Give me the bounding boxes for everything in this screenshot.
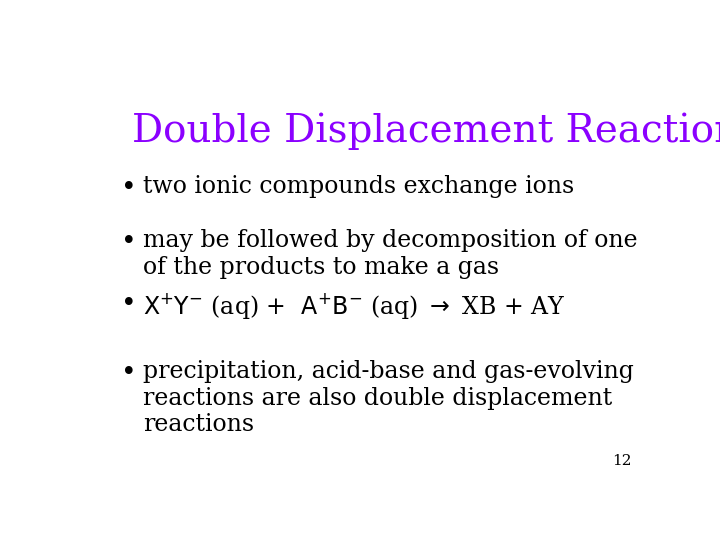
Text: two ionic compounds exchange ions: two ionic compounds exchange ions — [143, 175, 575, 198]
Text: Double Displacement Reactions: Double Displacement Reactions — [132, 113, 720, 150]
Text: $\mathrm{X^{+}Y^{-}}$ (aq) +  $\mathrm{A^{+}B^{-}}$ (aq) $\rightarrow$ XB + AY: $\mathrm{X^{+}Y^{-}}$ (aq) + $\mathrm{A^… — [143, 292, 566, 321]
Text: •: • — [121, 175, 136, 200]
Text: •: • — [121, 360, 136, 385]
Text: •: • — [121, 292, 136, 316]
Text: •: • — [121, 229, 136, 254]
Text: precipitation, acid-base and gas-evolving
reactions are also double displacement: precipitation, acid-base and gas-evolvin… — [143, 360, 634, 436]
Text: may be followed by decomposition of one
of the products to make a gas: may be followed by decomposition of one … — [143, 229, 638, 279]
Text: 12: 12 — [612, 454, 631, 468]
